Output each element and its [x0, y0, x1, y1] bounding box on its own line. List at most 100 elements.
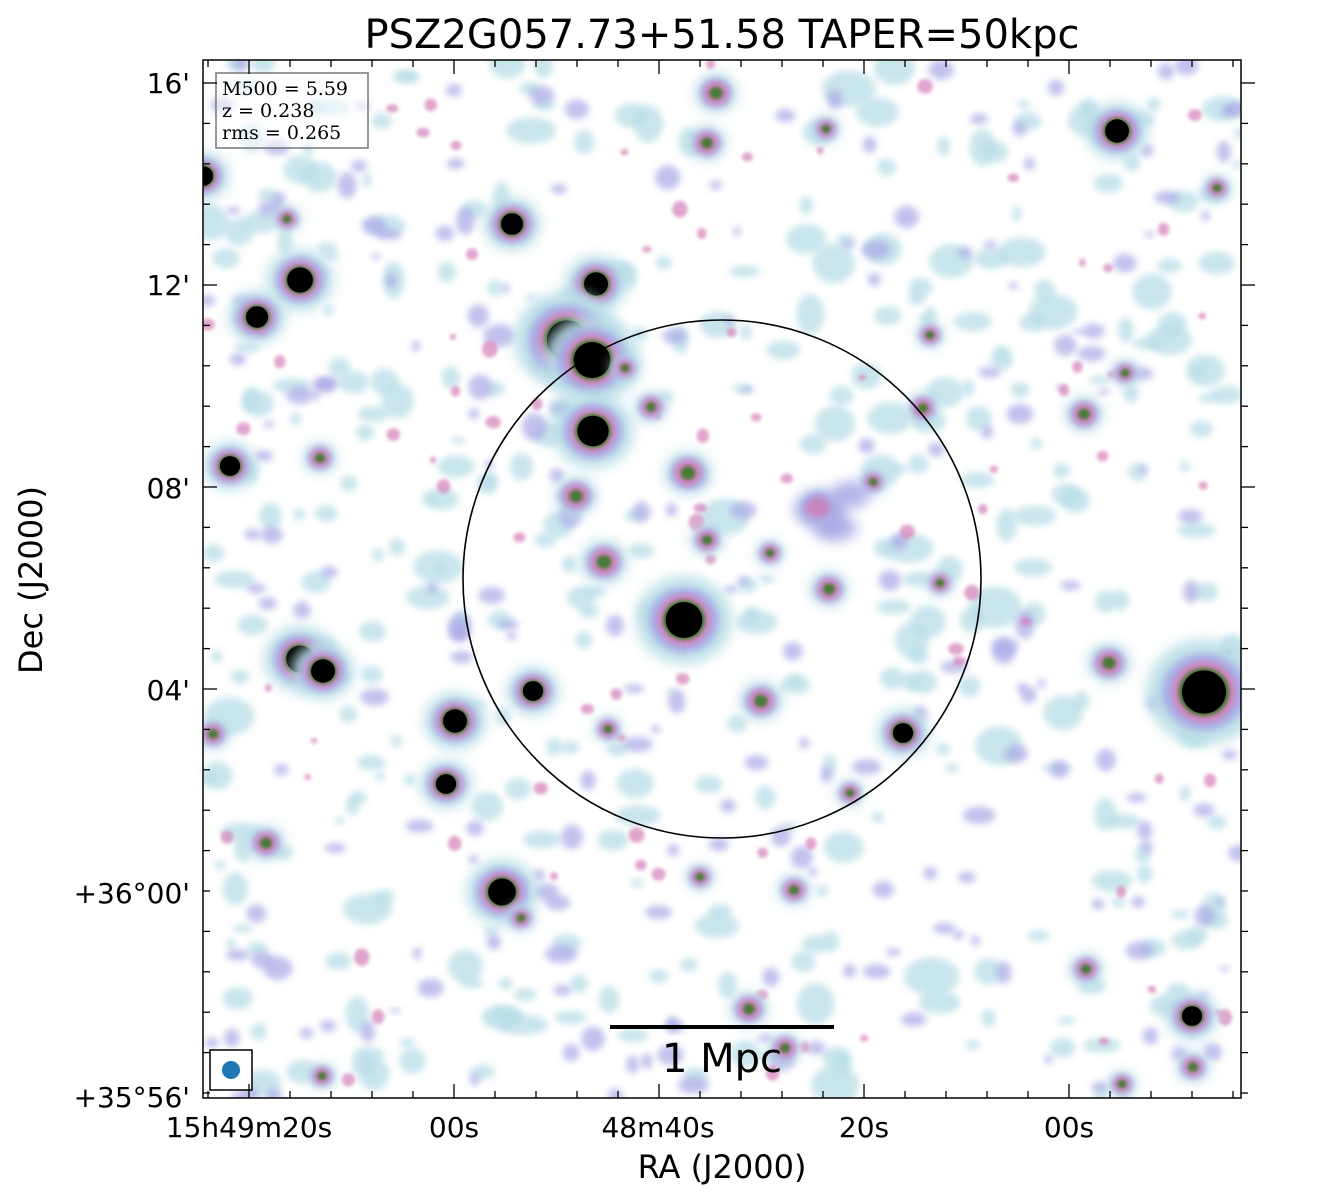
- noise-patch: [214, 860, 226, 870]
- noise-patch: [1187, 108, 1202, 122]
- source-peak: [1181, 670, 1227, 714]
- noise-patch: [709, 180, 723, 190]
- noise-patch: [873, 538, 897, 558]
- noise-patch: [544, 944, 578, 964]
- noise-patch: [770, 826, 791, 847]
- info-redshift: z = 0.238: [222, 100, 314, 122]
- noise-patch: [359, 621, 386, 642]
- noise-patch: [447, 835, 462, 851]
- noise-patch: [1141, 840, 1153, 853]
- noise-patch: [801, 934, 829, 954]
- noise-patch: [623, 684, 645, 694]
- noise-patch: [1060, 580, 1081, 591]
- noise-patch: [812, 243, 855, 284]
- noise-patch: [1097, 388, 1110, 395]
- noise-patch: [374, 771, 385, 782]
- noise-patch: [607, 1088, 624, 1098]
- noise-patch: [957, 246, 972, 259]
- noise-patch: [1154, 190, 1180, 205]
- source-core: [788, 885, 800, 895]
- source-peak: [892, 723, 914, 743]
- noise-patch: [665, 502, 677, 517]
- noise-patch: [549, 468, 565, 483]
- noise-patch: [434, 563, 445, 573]
- noise-patch: [977, 503, 988, 515]
- noise-patch: [1234, 128, 1241, 140]
- noise-patch: [319, 1020, 337, 1032]
- noise-patch: [237, 614, 269, 636]
- noise-patch: [389, 1008, 401, 1014]
- noise-patch: [633, 104, 663, 143]
- noise-patch: [965, 1040, 981, 1050]
- noise-patch: [1217, 1009, 1233, 1026]
- noise-patch: [356, 754, 386, 771]
- source-peak: [245, 306, 269, 328]
- noise-patch: [874, 306, 902, 326]
- noise-patch: [486, 934, 502, 950]
- noise-patch: [220, 830, 234, 844]
- noise-patch: [815, 885, 829, 897]
- noise-patch: [1177, 522, 1216, 538]
- noise-patch: [1137, 820, 1153, 841]
- noise-patch: [283, 155, 317, 184]
- noise-patch: [969, 113, 988, 125]
- source-core: [935, 578, 945, 588]
- noise-patch: [424, 98, 438, 112]
- noise-patch: [338, 371, 370, 394]
- noise-patch: [263, 420, 275, 428]
- noise-patch: [260, 526, 283, 544]
- noise-patch: [867, 402, 912, 435]
- noise-patch: [522, 830, 562, 849]
- noise-patch: [1016, 100, 1031, 109]
- noise-patch: [743, 606, 759, 624]
- noise-patch: [945, 763, 960, 773]
- noise-patch: [205, 1036, 219, 1049]
- noise-patch: [553, 984, 572, 996]
- source-core: [765, 548, 775, 558]
- noise-patch: [842, 240, 855, 249]
- noise-patch: [230, 669, 250, 684]
- noise-patch: [917, 78, 933, 94]
- source-core: [317, 1071, 327, 1081]
- source-core: [1117, 1079, 1127, 1089]
- noise-patch: [575, 631, 593, 649]
- noise-patch: [203, 203, 229, 241]
- noise-patch: [489, 60, 526, 79]
- x-tick-labels: 15h49m20s 00s 48m40s 20s 00s: [166, 1111, 1094, 1144]
- noise-patch: [525, 293, 537, 301]
- noise-patch: [1189, 420, 1213, 438]
- noise-patch: [471, 792, 504, 821]
- y-axis-label: Dec (J2000): [12, 486, 50, 674]
- source-peak: [500, 213, 524, 235]
- noise-patch: [286, 386, 314, 405]
- noise-patch: [1088, 376, 1111, 385]
- noise-patch: [506, 631, 517, 641]
- noise-patch: [1037, 678, 1046, 689]
- noise-patch: [730, 501, 757, 519]
- noise-patch: [973, 247, 1010, 269]
- noise-patch: [560, 740, 580, 754]
- noise-patch: [993, 345, 1011, 360]
- source-core: [207, 729, 219, 739]
- source-peak: [435, 774, 457, 794]
- source-core: [603, 724, 613, 734]
- source-peak: [573, 342, 611, 378]
- diffuse-emission: [813, 514, 857, 542]
- noise-patch: [1203, 773, 1217, 788]
- source-peak: [665, 602, 703, 638]
- noise-patch: [726, 327, 737, 338]
- noise-patch: [614, 805, 662, 827]
- noise-patch: [1198, 481, 1208, 490]
- noise-patch: [1012, 121, 1027, 137]
- noise-patch: [258, 597, 277, 610]
- noise-patch: [1146, 324, 1192, 356]
- noise-patch: [580, 770, 596, 791]
- noise-patch: [641, 1052, 653, 1070]
- noise-patch: [894, 622, 929, 659]
- noise-patch: [448, 949, 484, 983]
- noise-patch: [822, 930, 840, 953]
- source-peak: [219, 456, 241, 476]
- noise-patch: [757, 1034, 774, 1043]
- noise-patch: [757, 847, 769, 859]
- noise-patch: [1058, 384, 1070, 397]
